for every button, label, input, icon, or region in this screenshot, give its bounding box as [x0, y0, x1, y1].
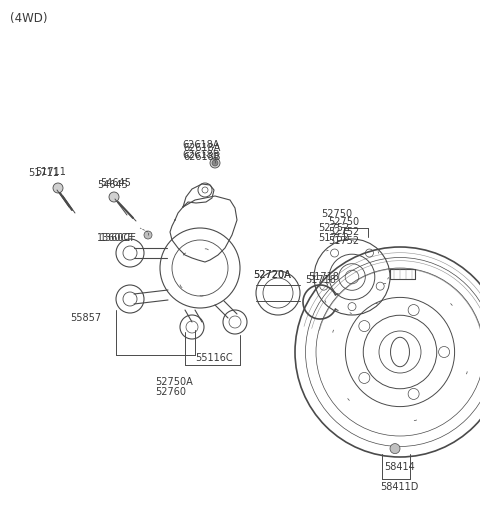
Text: 51711: 51711: [28, 168, 59, 178]
Text: (4WD): (4WD): [10, 12, 48, 25]
Circle shape: [144, 231, 152, 239]
Text: 51718: 51718: [308, 272, 339, 282]
Text: 54645: 54645: [100, 178, 131, 188]
Text: 52752: 52752: [328, 227, 359, 237]
Text: 52750: 52750: [328, 217, 359, 227]
Text: 62618A: 62618A: [183, 143, 220, 153]
Circle shape: [109, 192, 119, 202]
Text: 54645: 54645: [97, 180, 128, 190]
Text: 52720A: 52720A: [253, 270, 291, 280]
Text: 52752: 52752: [318, 223, 349, 233]
Text: 51752: 51752: [318, 233, 349, 243]
Text: 51752: 51752: [328, 236, 359, 246]
Text: 52760: 52760: [155, 387, 186, 397]
Text: 58414: 58414: [384, 461, 415, 472]
Text: 55857: 55857: [70, 313, 101, 323]
Text: 62618B: 62618B: [183, 152, 220, 162]
Text: 52750: 52750: [321, 209, 352, 219]
Text: 62618B: 62618B: [182, 150, 219, 160]
Text: 58411D: 58411D: [380, 482, 419, 492]
Circle shape: [210, 158, 220, 168]
Text: 1360CF: 1360CF: [100, 233, 137, 243]
Text: 51718: 51718: [305, 275, 336, 285]
Circle shape: [53, 183, 63, 193]
Circle shape: [212, 160, 218, 166]
Text: 51711: 51711: [35, 167, 66, 177]
Circle shape: [390, 444, 400, 454]
Text: 1360CF: 1360CF: [97, 233, 134, 243]
Text: 52750A: 52750A: [155, 377, 193, 387]
Text: 52720A: 52720A: [253, 270, 291, 280]
Text: 62618A: 62618A: [182, 140, 219, 150]
Text: 55116C: 55116C: [195, 353, 233, 363]
